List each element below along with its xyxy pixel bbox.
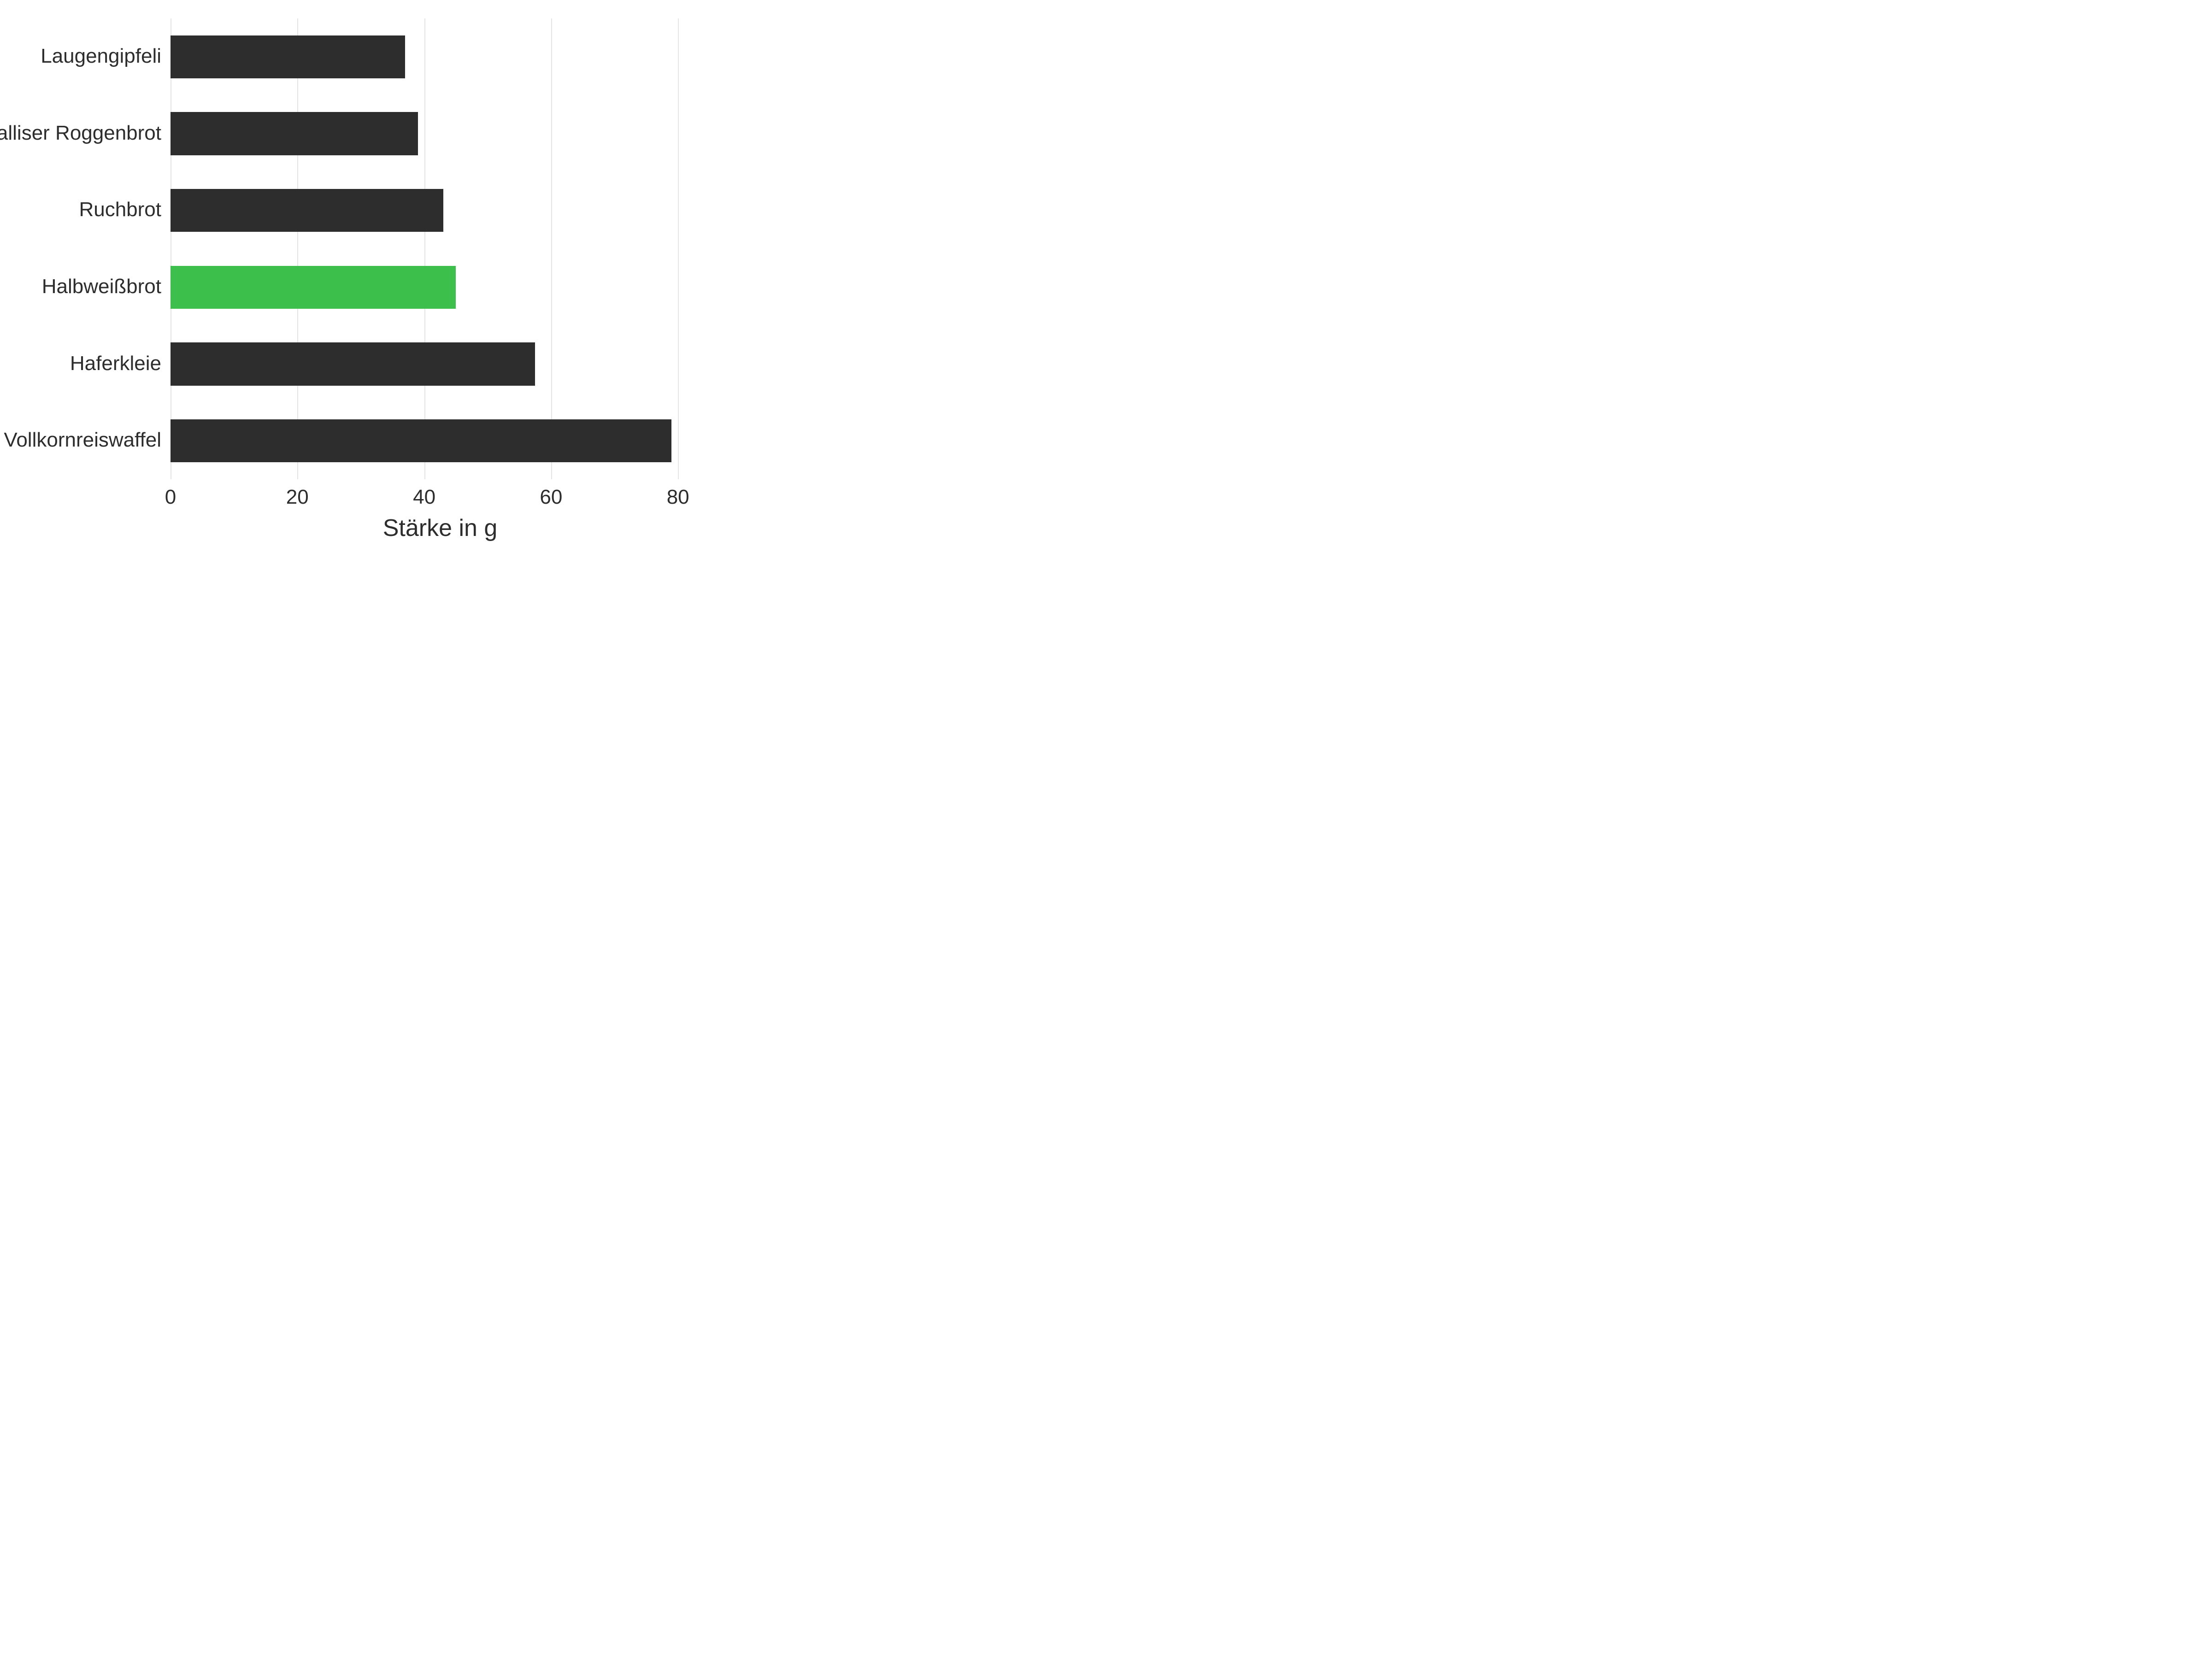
y-tick-label: Halbweißbrot: [42, 275, 161, 298]
x-tick-label: 20: [286, 486, 309, 509]
y-tick-label: Laugengipfeli: [41, 45, 161, 68]
x-axis-label: Stärke in g: [383, 514, 498, 542]
gridline: [424, 18, 425, 479]
x-tick-label: 80: [667, 486, 689, 509]
x-tick-label: 60: [540, 486, 562, 509]
y-tick-label: Walliser Roggenbrot: [0, 122, 161, 145]
x-tick-label: 0: [165, 486, 176, 509]
y-tick-label: Ruchbrot: [79, 198, 161, 221]
bar: [171, 266, 456, 309]
gridline: [678, 18, 679, 479]
x-tick-label: 40: [413, 486, 435, 509]
y-tick-label: Haferkleie: [70, 352, 161, 375]
bar-chart: Stärke in g 0 20 40 60 80 Laugengipfeli Wallis…: [0, 0, 737, 553]
bar: [171, 419, 671, 462]
y-tick-label: Vollkornreiswaffel: [4, 429, 161, 452]
bar: [171, 342, 535, 385]
gridline: [297, 18, 298, 479]
bar: [171, 112, 418, 155]
plot-area: [171, 18, 710, 479]
bar: [171, 189, 443, 232]
bar: [171, 35, 405, 78]
gridline: [551, 18, 552, 479]
